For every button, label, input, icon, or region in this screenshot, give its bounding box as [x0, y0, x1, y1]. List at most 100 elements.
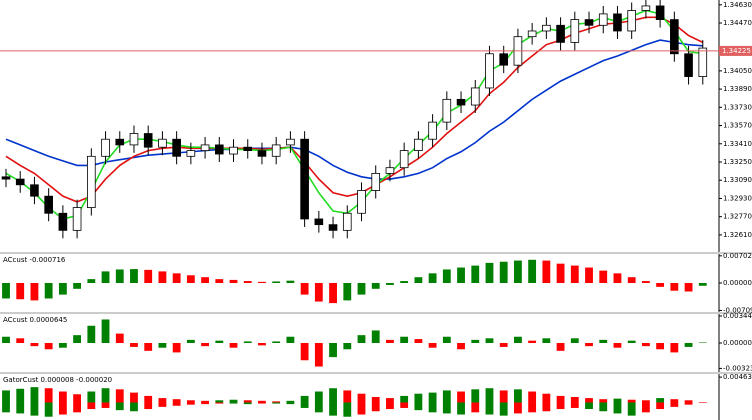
histogram-bar — [514, 389, 522, 403]
candle-body — [58, 212, 68, 231]
panel-title: ACcust -0.000716 — [3, 256, 66, 264]
histogram-bar — [599, 402, 608, 412]
candle-body — [655, 5, 665, 20]
histogram-bar — [215, 402, 224, 404]
histogram-bar — [400, 402, 409, 408]
histogram-bar — [641, 402, 650, 413]
histogram-bar — [485, 402, 494, 415]
histogram-bar — [130, 343, 138, 347]
histogram-bar — [684, 400, 693, 403]
histogram-bar — [599, 270, 608, 283]
y-tick-label: -0.0032399 — [723, 364, 752, 372]
histogram-bar — [528, 259, 537, 283]
histogram-bar — [201, 400, 209, 403]
histogram-bar — [172, 399, 181, 403]
candle-body — [101, 138, 110, 157]
candle-body — [527, 30, 537, 38]
histogram-bar — [528, 402, 537, 413]
histogram-bar — [272, 401, 281, 403]
y-tick-label: 0.0034480 — [723, 312, 752, 320]
histogram-bar — [87, 279, 96, 283]
histogram-bar — [371, 283, 380, 289]
y-tick-label: 0.000000 — [723, 279, 752, 287]
panel-title: GatorCust 0.000008 -0.000020 — [3, 376, 112, 384]
candle-body — [328, 224, 338, 231]
histogram-bar — [73, 394, 82, 403]
histogram-bar — [229, 399, 238, 403]
histogram-bar — [457, 402, 465, 415]
histogram-bar — [314, 391, 323, 403]
histogram-bar — [414, 402, 423, 411]
y-tick-label: 1.32770 — [723, 213, 752, 221]
histogram-bar — [258, 402, 266, 404]
histogram-bar — [58, 402, 67, 415]
candle-body — [172, 138, 181, 157]
candle-body — [243, 146, 253, 152]
price-label-box — [719, 45, 752, 56]
candle-body — [214, 144, 224, 155]
histogram-bar — [87, 325, 96, 343]
candle-body — [87, 155, 96, 208]
histogram-bar — [73, 402, 82, 413]
histogram-bar — [457, 267, 465, 283]
histogram-bar — [44, 343, 53, 350]
histogram-bar — [499, 343, 508, 347]
histogram-bar — [272, 281, 281, 283]
histogram-bar — [499, 390, 508, 403]
histogram-bar — [158, 398, 167, 403]
y-tick-label: 1.33570 — [723, 122, 752, 130]
histogram-bar — [243, 341, 252, 343]
histogram-bar — [542, 393, 551, 403]
histogram-bar — [442, 336, 451, 343]
histogram-bar — [229, 279, 238, 283]
histogram-bar — [542, 260, 551, 283]
histogram-bar — [656, 343, 665, 350]
candle-body — [30, 184, 39, 197]
y-tick-label: 1.32930 — [723, 194, 752, 202]
histogram-bar — [186, 275, 195, 283]
histogram-bar — [613, 402, 622, 414]
histogram-bar — [144, 402, 153, 410]
histogram-bar — [599, 339, 608, 343]
histogram-bar — [386, 402, 394, 410]
histogram-bar — [229, 402, 238, 404]
candle-body — [200, 144, 210, 152]
histogram-bar — [670, 402, 679, 407]
histogram-bar — [186, 402, 195, 405]
histogram-bar — [300, 402, 309, 408]
y-tick-label: 1.34050 — [723, 67, 752, 75]
candle-body — [115, 138, 125, 146]
candle-body — [72, 207, 82, 231]
histogram-bar — [371, 330, 380, 343]
histogram-bar — [115, 389, 124, 403]
histogram-bar — [16, 402, 25, 414]
histogram-bar — [457, 391, 465, 403]
candle-body — [641, 5, 651, 11]
histogram-bar — [570, 265, 579, 283]
histogram-bar — [329, 388, 337, 403]
histogram-bar — [485, 262, 494, 283]
histogram-bar — [684, 283, 693, 292]
moving-average — [5, 16, 704, 203]
candle-body — [456, 98, 466, 106]
histogram-bar — [414, 393, 423, 403]
histogram-bar — [2, 402, 10, 413]
candle-body — [499, 53, 509, 66]
y-tick-label: 1.34630 — [723, 1, 752, 9]
histogram-bar — [144, 343, 153, 351]
candle-body — [428, 121, 437, 140]
histogram-bar — [158, 343, 167, 348]
candle-body — [399, 150, 409, 169]
y-tick-label: 1.34470 — [723, 19, 752, 27]
histogram-bar — [641, 400, 650, 403]
histogram-bar — [357, 335, 366, 343]
histogram-bar — [485, 338, 494, 343]
histogram-bar — [300, 395, 309, 403]
histogram-bar — [329, 402, 337, 416]
histogram-bar — [343, 390, 352, 403]
histogram-bar — [172, 402, 181, 406]
histogram-bar — [670, 283, 679, 291]
histogram-bar — [258, 400, 266, 403]
histogram-bar — [286, 400, 295, 403]
